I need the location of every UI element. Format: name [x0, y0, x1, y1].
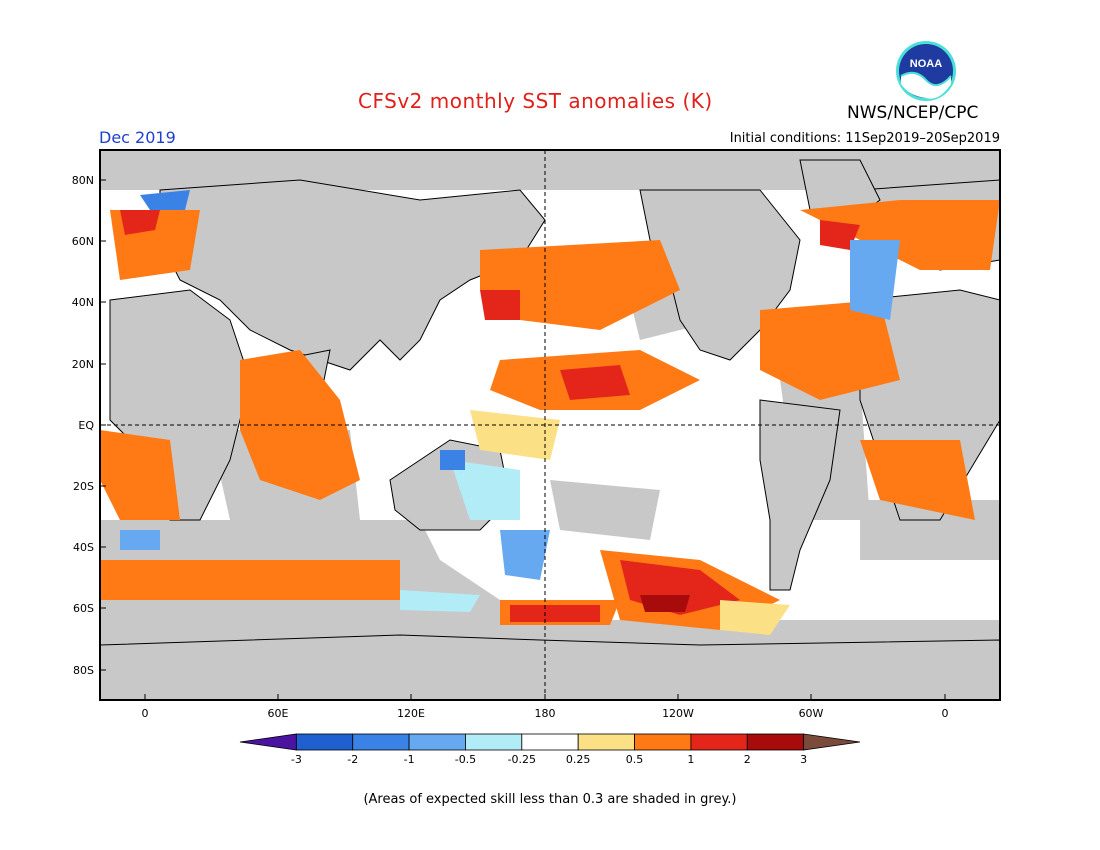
colorbar-label: -2	[347, 753, 358, 766]
lat-label: 20N	[72, 358, 94, 371]
initial-conditions: Initial conditions: 11Sep2019–20Sep2019	[729, 131, 1000, 146]
lat-label: EQ	[78, 419, 94, 432]
lon-label: 180	[535, 707, 556, 720]
lat-ticks	[100, 179, 106, 671]
colorbar-label: 0.25	[566, 753, 591, 766]
lat-labels: 80N 60N 40N 20N EQ 20S 40S 60S 80S	[72, 174, 95, 677]
lon-ticks	[144, 694, 946, 700]
colorbar-label: 1	[687, 753, 694, 766]
lat-label: 60N	[72, 235, 94, 248]
noaa-logo-icon: NOAA	[896, 41, 956, 101]
colorbar-label: -0.25	[508, 753, 536, 766]
colorbar-swatch	[803, 733, 861, 751]
map-title: CFSv2 monthly SST anomalies (K)	[358, 89, 713, 113]
map-field	[100, 150, 1000, 700]
colorbar: -3 -2 -1 -0.5 -0.25 0.25 0.5 1 2 3	[239, 733, 861, 766]
colorbar-label: 2	[744, 753, 751, 766]
lon-label: 0	[142, 707, 149, 720]
logo-text: NOAA	[910, 58, 942, 70]
weak-warm-anomalies	[470, 410, 790, 635]
colorbar-label: -3	[291, 753, 302, 766]
lon-label: 120E	[397, 707, 425, 720]
colorbar-swatch	[577, 733, 635, 751]
colorbar-swatch	[465, 733, 523, 751]
forecast-period: Dec 2019	[99, 128, 176, 147]
colorbar-swatch	[634, 733, 692, 751]
skill-footnote: (Areas of expected skill less than 0.3 a…	[363, 792, 737, 807]
colorbar-swatch	[521, 733, 579, 751]
land-masses	[100, 159, 1000, 700]
lat-label: 40S	[73, 541, 94, 554]
lat-label: 80S	[73, 664, 94, 677]
colorbar-swatch	[690, 733, 748, 751]
colorbar-label: -1	[404, 753, 415, 766]
lat-label: 40N	[72, 296, 94, 309]
lon-label: 120W	[662, 707, 694, 720]
lat-label: 60S	[73, 602, 94, 615]
colorbar-swatch	[295, 733, 354, 751]
lon-label: 0	[942, 707, 949, 720]
colorbar-swatch	[408, 733, 466, 751]
colorbar-label: -0.5	[455, 753, 476, 766]
lat-label: 20S	[73, 480, 94, 493]
colorbar-swatch	[239, 733, 297, 751]
cool-anomalies	[120, 190, 900, 612]
lon-labels: 0 60E 120E 180 120W 60W 0	[142, 707, 949, 720]
very-strong-warm-anomalies	[640, 595, 690, 612]
colorbar-label: 0.5	[626, 753, 644, 766]
colorbar-swatch	[746, 733, 805, 751]
colorbar-label: 3	[800, 753, 807, 766]
lon-label: 60W	[799, 707, 824, 720]
colorbar-swatch	[352, 733, 410, 751]
agency-label: NWS/NCEP/CPC	[847, 103, 979, 123]
lon-label: 60E	[268, 707, 289, 720]
lat-label: 80N	[72, 174, 94, 187]
